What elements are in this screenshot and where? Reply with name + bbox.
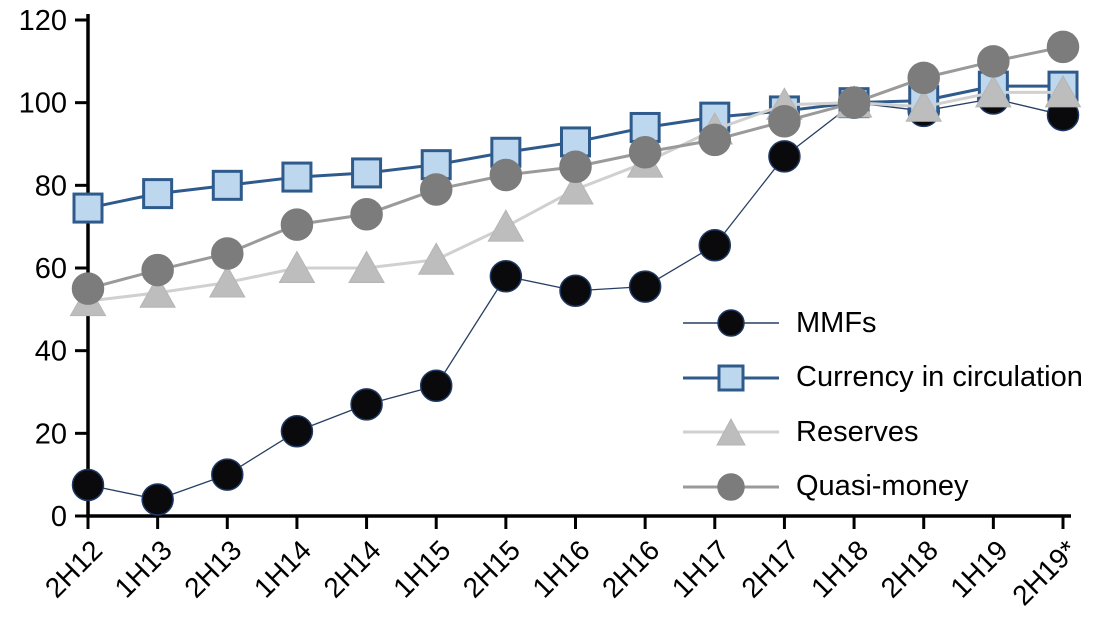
series-currency-in-circulation-marker <box>211 169 243 201</box>
series-mmfs-marker <box>698 229 732 262</box>
series-quasi-money-marker <box>489 158 523 192</box>
series-currency-in-circulation-marker <box>72 192 104 224</box>
series-mmfs-marker <box>350 388 383 421</box>
series-reserves-marker <box>208 264 246 298</box>
y-tick-label: 120 <box>19 5 67 37</box>
legend-label: MMFs <box>796 306 877 339</box>
legend-item-currency-in-circulation: Currency in circulation <box>683 351 1083 406</box>
series-quasi-money-marker <box>350 198 383 231</box>
series-mmfs-marker <box>628 270 662 303</box>
x-tick-label: 1H14 <box>248 534 317 603</box>
series-reserves-marker <box>348 250 385 283</box>
series-mmfs-marker <box>141 483 174 516</box>
x-tick-label: 2H16 <box>596 534 665 603</box>
series-reserves-marker <box>905 89 943 122</box>
series-quasi-money-marker <box>768 105 801 138</box>
series-quasi-money-marker <box>977 45 1010 78</box>
x-tick-label: 2H13 <box>178 534 247 603</box>
x-tick-label: 1H17 <box>666 534 735 603</box>
series-reserves-marker <box>139 275 176 308</box>
legend-reserves-marker-icon <box>716 418 746 446</box>
series-mmfs-marker <box>768 140 801 173</box>
x-tick-label: 2H14 <box>318 534 387 603</box>
series-mmfs-marker <box>211 458 244 491</box>
series-quasi-money-marker <box>837 86 871 119</box>
legend-label: Reserves <box>796 415 919 448</box>
y-tick-label: 80 <box>35 170 67 202</box>
legend-swatch <box>683 309 779 337</box>
legend-item-quasi-money: Quasi-money <box>683 460 1083 515</box>
series-quasi-money-marker <box>71 272 105 305</box>
x-tick-label: 1H16 <box>526 534 595 603</box>
series-currency-in-circulation-marker <box>351 157 383 189</box>
series-mmfs-marker <box>489 260 523 293</box>
series-quasi-money-marker <box>141 253 174 287</box>
series-quasi-money-marker <box>628 136 662 169</box>
y-tick-label: 20 <box>35 418 67 450</box>
y-tick-label: 40 <box>35 336 67 368</box>
y-tick-label: 0 <box>51 501 67 533</box>
series-reserves-marker <box>278 250 316 283</box>
series-quasi-money-marker <box>280 208 314 241</box>
series-reserves-marker <box>1044 74 1082 108</box>
series-mmfs-marker <box>419 369 453 403</box>
series-reserves-marker <box>487 209 525 242</box>
legend-swatch <box>683 364 779 392</box>
x-tick-label: 2H17 <box>735 534 804 603</box>
legend-swatch <box>683 418 779 446</box>
series-reserves-marker <box>975 74 1012 108</box>
x-tick-label: 1H13 <box>109 534 178 603</box>
x-tick-label: 2H19* <box>1006 534 1083 611</box>
x-tick-label: 2H12 <box>39 534 108 603</box>
series-currency-in-circulation-marker <box>281 161 313 193</box>
legend-label: Currency in circulation <box>796 361 1083 394</box>
legend: MMFs Currency in circulation Reserves Quasi… <box>683 296 1083 514</box>
series-mmfs-marker <box>71 468 105 502</box>
series-reserves-marker <box>417 242 455 275</box>
legend-label: Quasi-money <box>796 470 969 503</box>
legend-item-reserves: Reserves <box>683 405 1083 460</box>
legend-item-mmfs: MMFs <box>683 296 1083 351</box>
x-tick-label: 1H19 <box>944 534 1013 603</box>
series-reserves-marker <box>557 171 594 205</box>
series-currency-in-circulation-marker <box>490 136 522 168</box>
legend-currency-in-circulation-marker-icon <box>717 364 745 392</box>
series-mmfs-marker <box>559 274 592 307</box>
x-tick-label: 2H18 <box>875 534 944 603</box>
series-quasi-money-marker <box>907 61 940 95</box>
legend-swatch <box>683 473 779 501</box>
y-tick-label: 100 <box>19 88 67 120</box>
legend-quasi-money-marker-icon <box>717 473 745 501</box>
series-mmfs-marker <box>280 415 314 448</box>
legend-mmfs-marker-icon <box>717 309 745 337</box>
x-tick-label: 1H18 <box>805 534 874 603</box>
series-quasi-money-marker <box>698 123 732 157</box>
series-quasi-money-marker <box>419 173 453 206</box>
x-tick-label: 2H15 <box>457 534 526 603</box>
series-quasi-money-marker <box>559 150 592 183</box>
series-quasi-money-marker <box>1046 30 1080 64</box>
x-tick-label: 1H15 <box>387 534 456 603</box>
y-tick-label: 60 <box>35 253 67 285</box>
series-currency-in-circulation-marker <box>142 178 174 210</box>
series-quasi-money-marker <box>211 237 244 270</box>
